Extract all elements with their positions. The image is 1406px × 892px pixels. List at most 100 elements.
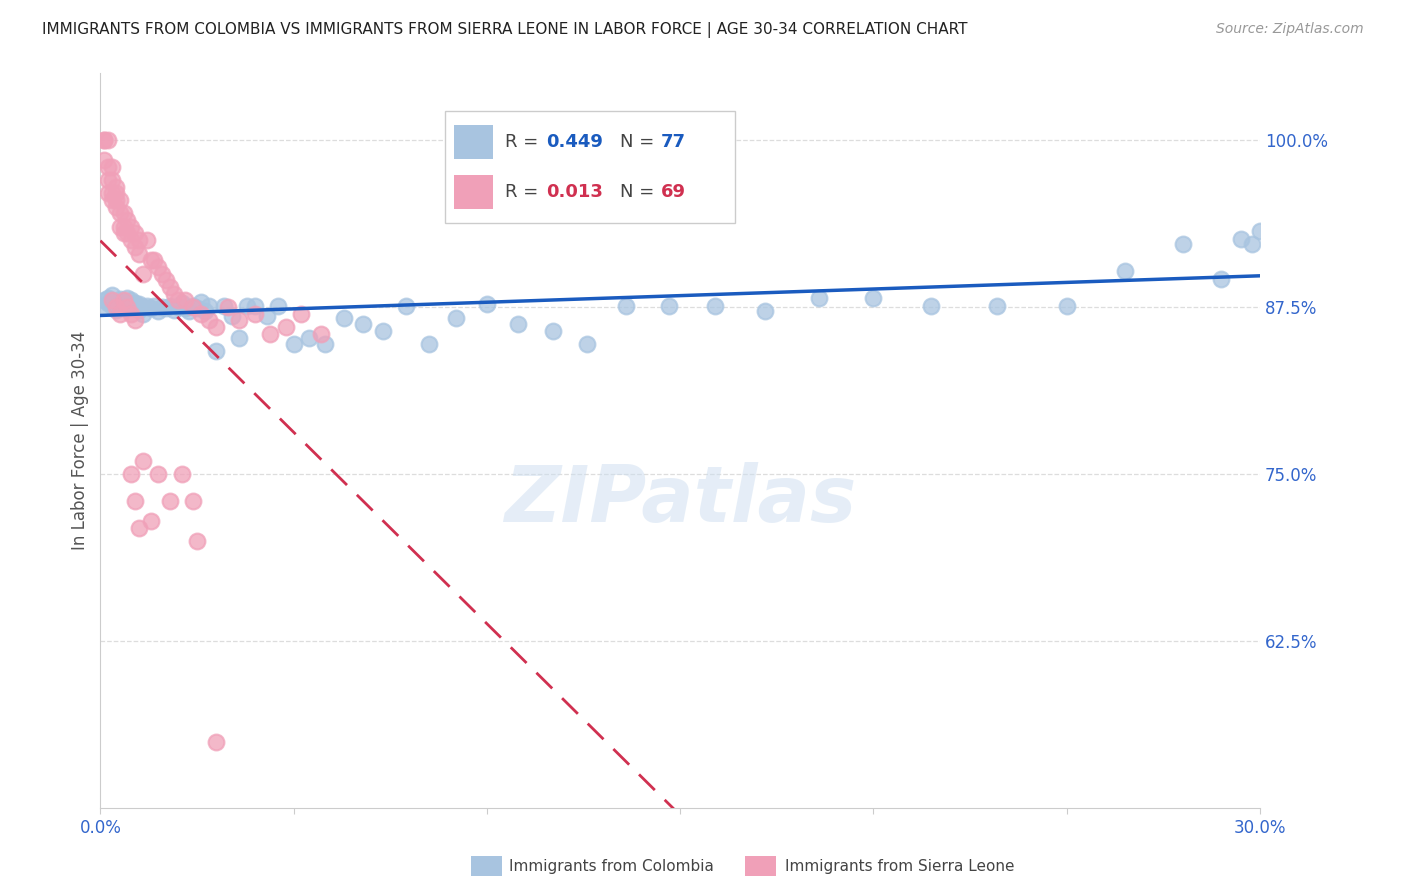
Point bbox=[120, 307, 142, 321]
Point bbox=[93, 300, 115, 314]
Point bbox=[1211, 272, 1233, 286]
Point bbox=[236, 299, 259, 313]
Point bbox=[395, 299, 418, 313]
Point bbox=[93, 293, 115, 308]
Point bbox=[194, 304, 217, 318]
Point bbox=[104, 193, 127, 207]
Point bbox=[120, 293, 142, 308]
Point bbox=[1056, 299, 1078, 313]
Point bbox=[181, 300, 204, 314]
Point bbox=[104, 179, 127, 194]
Point bbox=[104, 200, 127, 214]
Point bbox=[108, 206, 131, 220]
Point bbox=[170, 467, 193, 482]
Point bbox=[283, 337, 305, 351]
Point bbox=[148, 260, 170, 274]
Point bbox=[124, 296, 146, 310]
Point bbox=[112, 227, 135, 241]
Point bbox=[181, 494, 204, 508]
Point bbox=[159, 299, 181, 313]
Point bbox=[120, 467, 142, 482]
Point bbox=[101, 186, 124, 201]
Point bbox=[155, 273, 177, 287]
Point bbox=[314, 337, 336, 351]
Point bbox=[143, 253, 166, 268]
Point bbox=[657, 299, 679, 313]
Point bbox=[117, 300, 139, 314]
Point bbox=[1288, 219, 1310, 233]
Point bbox=[143, 299, 166, 313]
Point bbox=[104, 302, 127, 317]
Point bbox=[444, 310, 467, 325]
Point bbox=[112, 301, 135, 316]
Point bbox=[333, 310, 356, 325]
Point bbox=[108, 292, 131, 306]
Point bbox=[259, 326, 281, 341]
Point bbox=[132, 267, 155, 281]
Point bbox=[1229, 232, 1251, 246]
Point bbox=[166, 293, 188, 308]
Point bbox=[93, 133, 115, 147]
Point bbox=[541, 324, 564, 338]
Point bbox=[93, 153, 115, 167]
Point bbox=[159, 280, 181, 294]
Point bbox=[290, 307, 312, 321]
Point bbox=[124, 240, 146, 254]
Point bbox=[139, 514, 162, 528]
Point bbox=[117, 213, 139, 227]
Point bbox=[135, 233, 157, 247]
Point bbox=[243, 307, 266, 321]
Point bbox=[117, 299, 139, 313]
Point bbox=[104, 186, 127, 201]
Point bbox=[228, 331, 250, 345]
Point bbox=[163, 302, 186, 317]
Point bbox=[179, 304, 201, 318]
Point bbox=[93, 133, 115, 147]
Point bbox=[174, 293, 197, 308]
Point bbox=[108, 307, 131, 321]
Point bbox=[150, 300, 173, 314]
Point bbox=[267, 299, 290, 313]
Point bbox=[1171, 237, 1194, 252]
Point bbox=[128, 246, 150, 260]
Point bbox=[124, 227, 146, 241]
Point bbox=[205, 320, 228, 334]
Point bbox=[186, 301, 208, 316]
Point bbox=[128, 521, 150, 535]
Point bbox=[139, 253, 162, 268]
Point bbox=[148, 304, 170, 318]
Point bbox=[506, 318, 529, 332]
Point bbox=[228, 313, 250, 327]
Point bbox=[108, 297, 131, 311]
Point bbox=[920, 299, 942, 313]
Point bbox=[1241, 237, 1264, 252]
Point bbox=[352, 318, 374, 332]
Point bbox=[112, 293, 135, 308]
Point bbox=[128, 302, 150, 317]
Point bbox=[197, 299, 219, 313]
Point bbox=[124, 494, 146, 508]
Point bbox=[117, 291, 139, 305]
Point bbox=[1268, 304, 1291, 318]
Text: IMMIGRANTS FROM COLOMBIA VS IMMIGRANTS FROM SIERRA LEONE IN LABOR FORCE | AGE 30: IMMIGRANTS FROM COLOMBIA VS IMMIGRANTS F… bbox=[42, 22, 967, 38]
Point bbox=[108, 219, 131, 234]
Point bbox=[128, 297, 150, 311]
Point bbox=[371, 324, 394, 338]
Point bbox=[298, 331, 321, 345]
Text: Source: ZipAtlas.com: Source: ZipAtlas.com bbox=[1216, 22, 1364, 37]
Point bbox=[97, 186, 120, 201]
Text: ZIPatlas: ZIPatlas bbox=[503, 461, 856, 538]
Point bbox=[170, 296, 193, 310]
Point bbox=[221, 310, 243, 324]
Point bbox=[101, 288, 124, 302]
Point bbox=[101, 160, 124, 174]
Point bbox=[97, 291, 120, 305]
Point bbox=[205, 344, 228, 359]
Point bbox=[97, 160, 120, 174]
Point bbox=[986, 299, 1008, 313]
Point bbox=[112, 219, 135, 234]
Point bbox=[205, 734, 228, 748]
Point bbox=[112, 206, 135, 220]
Point bbox=[309, 326, 332, 341]
Point bbox=[212, 299, 235, 313]
